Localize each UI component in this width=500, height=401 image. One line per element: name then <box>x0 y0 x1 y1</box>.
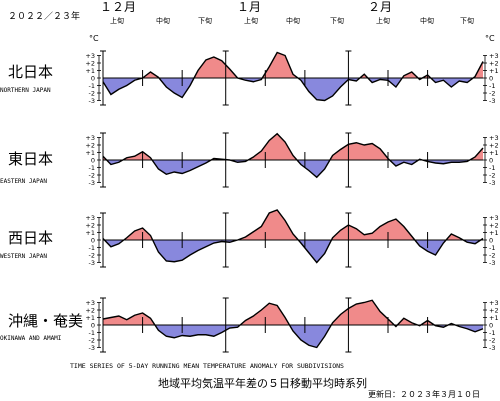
y-tick-label: -2 <box>89 171 95 179</box>
y-tick-label: -2 <box>89 251 95 259</box>
y-tick-label: -1 <box>89 164 95 172</box>
y-tick-label: +3 <box>489 134 499 142</box>
anomaly-series-line <box>102 209 484 264</box>
y-tick-label: 0 <box>91 236 95 244</box>
month-label-december: １２月 <box>100 0 137 14</box>
negative-anomaly-area <box>103 78 483 101</box>
decade-label-feb-mid: 中旬 <box>420 17 434 25</box>
y-tick-label: +2 <box>85 141 95 149</box>
region-label-en-west: WESTERN JAPAN <box>0 253 47 260</box>
y-tick-label: -3 <box>89 179 95 187</box>
y-tick-label: +3 <box>489 299 499 307</box>
region-label-ja-west: 西日本 <box>8 229 54 247</box>
y-tick-label: +3 <box>85 214 95 222</box>
anomaly-series-line <box>102 51 484 102</box>
decade-label-dec-early: 上旬 <box>110 17 124 25</box>
month-label-january: １月 <box>237 0 262 14</box>
y-tick-label: 0 <box>91 321 95 329</box>
y-tick-label: -1 <box>489 329 495 337</box>
y-tick-label: +1 <box>85 229 95 237</box>
y-tick-label: +1 <box>85 314 95 322</box>
y-tick-label: +2 <box>489 59 499 67</box>
y-tick-label: +1 <box>85 67 95 75</box>
y-tick-label: -1 <box>89 244 95 252</box>
y-tick-label: -2 <box>89 336 95 344</box>
y-tick-label: +1 <box>489 314 499 322</box>
japanese-title: 地域平均気温平年差の５日移動平均時系列 <box>158 377 367 390</box>
decade-label-feb-early: 上旬 <box>376 17 390 25</box>
y-tick-label: +3 <box>489 52 499 60</box>
y-tick-label: +2 <box>489 221 499 229</box>
y-tick-label: -2 <box>489 171 495 179</box>
y-tick-label: +2 <box>85 221 95 229</box>
y-tick-label: -2 <box>489 336 495 344</box>
decade-label-jan-late: 下旬 <box>330 17 344 25</box>
y-tick-label: -3 <box>489 344 495 352</box>
y-tick-label: -3 <box>489 97 495 105</box>
y-tick-label: +3 <box>85 134 95 142</box>
y-tick-label: -1 <box>89 82 95 90</box>
region-label-ja-north: 北日本 <box>8 63 54 81</box>
y-tick-label: -3 <box>89 97 95 105</box>
anomaly-series-line <box>102 299 484 349</box>
unit-label-right: °C <box>485 34 495 43</box>
y-tick-label: 0 <box>489 156 493 164</box>
y-tick-label: -1 <box>489 82 495 90</box>
negative-anomaly-area <box>103 240 483 263</box>
region-label-ja-okinawa: 沖縄・奄美 <box>8 312 84 330</box>
y-tick-label: 0 <box>489 74 493 82</box>
y-tick-label: -2 <box>489 89 495 97</box>
updated-date: 更新日：２０２３年３月１０日 <box>368 390 480 399</box>
positive-anomaly-area <box>103 300 483 325</box>
region-label-en-east: EASTERN JAPAN <box>0 178 47 185</box>
y-tick-label: -3 <box>89 344 95 352</box>
y-tick-label: -3 <box>89 259 95 267</box>
y-tick-label: +2 <box>489 141 499 149</box>
y-tick-label: +3 <box>85 52 95 60</box>
y-tick-label: 0 <box>489 321 493 329</box>
y-tick-label: 0 <box>489 236 493 244</box>
y-tick-label: -3 <box>489 259 495 267</box>
y-tick-label: +1 <box>489 149 499 157</box>
y-tick-label: -1 <box>89 329 95 337</box>
decade-label-jan-early: 上旬 <box>244 17 258 25</box>
season-label: ２０２２／２３年 <box>8 12 81 22</box>
y-tick-label: 0 <box>91 74 95 82</box>
y-tick-label: 0 <box>91 156 95 164</box>
y-tick-label: -2 <box>489 251 495 259</box>
english-title: TIME SERIES OF 5-DAY RUNNING MEAN TEMPER… <box>70 362 344 370</box>
y-tick-label: +2 <box>489 306 499 314</box>
y-tick-label: -3 <box>489 179 495 187</box>
decade-label-dec-late: 下旬 <box>198 17 212 25</box>
decade-label-dec-mid: 中旬 <box>156 17 170 25</box>
decade-label-jan-mid: 中旬 <box>286 17 300 25</box>
region-label-en-north: NORTHERN JAPAN <box>0 87 51 94</box>
y-tick-label: +2 <box>85 306 95 314</box>
decade-label-feb-late: 下旬 <box>460 17 474 25</box>
y-tick-label: -1 <box>489 244 495 252</box>
unit-label-left: °C <box>89 34 99 43</box>
y-tick-label: -2 <box>89 89 95 97</box>
y-tick-label: +1 <box>489 67 499 75</box>
negative-anomaly-area <box>103 325 483 348</box>
y-tick-label: +3 <box>489 214 499 222</box>
negative-anomaly-area <box>103 160 483 178</box>
region-label-ja-east: 東日本 <box>8 150 54 168</box>
y-tick-label: +2 <box>85 59 95 67</box>
month-label-february: ２月 <box>368 0 393 14</box>
y-tick-label: +3 <box>85 299 95 307</box>
region-label-en-okinawa: OKINAWA AND AMAMI <box>0 335 62 342</box>
y-tick-label: -1 <box>489 164 495 172</box>
anomaly-series-line <box>102 132 484 179</box>
positive-anomaly-area <box>103 133 483 160</box>
y-tick-label: +1 <box>85 149 95 157</box>
y-tick-label: +1 <box>489 229 499 237</box>
